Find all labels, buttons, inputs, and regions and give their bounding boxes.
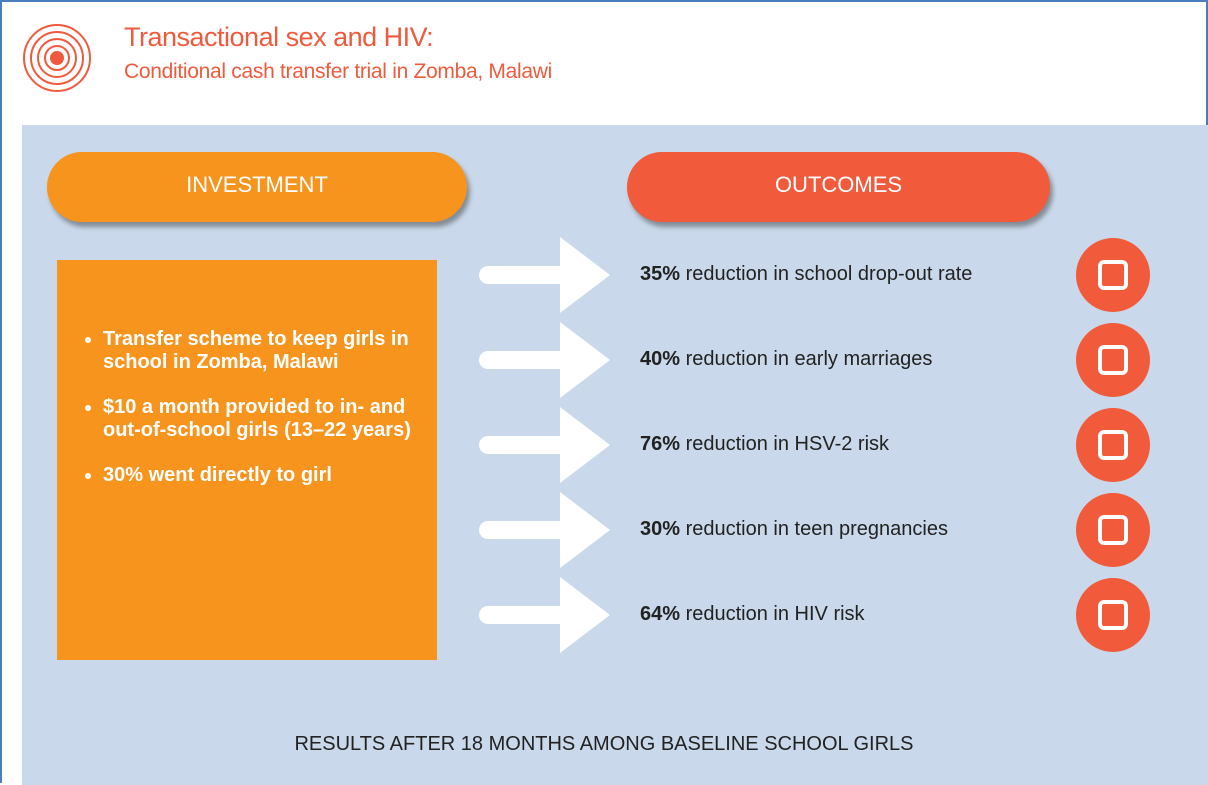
outcomes-label: OUTCOMES bbox=[627, 152, 1050, 222]
bullet: Transfer scheme to keep girls in school … bbox=[103, 328, 417, 374]
footer: RESULTS AFTER 18 MONTHS AMONG BASELINE S… bbox=[294, 733, 914, 755]
bullet: $10 a month provided to in- and out-of-s… bbox=[103, 396, 417, 442]
outcome: 40% reduction in early marriages bbox=[640, 348, 932, 371]
outcome-figure: 40% bbox=[640, 348, 681, 370]
outcome-figure: 76% bbox=[640, 433, 681, 455]
bullet: 30% went directly to girl bbox=[103, 464, 417, 487]
icon-glyph bbox=[1098, 430, 1128, 460]
icon-circle bbox=[1076, 323, 1150, 397]
icon-circle bbox=[1076, 578, 1150, 652]
icon-circle bbox=[1076, 408, 1150, 482]
outcome-text: reduction in school drop-out rate bbox=[680, 263, 973, 285]
outcome-figure: 35% bbox=[640, 263, 681, 285]
outcome-text: reduction in teen pregnancies bbox=[680, 518, 948, 540]
icon-circle bbox=[1076, 493, 1150, 567]
outcome-text: reduction in HIV risk bbox=[680, 603, 865, 625]
subtitle: Conditional cash transfer trial in Zomba… bbox=[124, 60, 552, 83]
investment-box: Transfer scheme to keep girls in school … bbox=[57, 260, 437, 660]
title: Transactional sex and HIV: bbox=[124, 22, 434, 52]
icons bbox=[1076, 238, 1150, 652]
outcome-text: reduction in HSV-2 risk bbox=[680, 433, 890, 455]
arrow bbox=[479, 237, 610, 313]
bullet-list: Transfer scheme to keep girls in school … bbox=[57, 260, 437, 487]
outcome-text: reduction in early marriages bbox=[680, 348, 933, 370]
arrows bbox=[479, 237, 610, 653]
outcome-figure: 30% bbox=[640, 518, 681, 540]
investment-label: INVESTMENT bbox=[47, 152, 467, 222]
arrow bbox=[479, 492, 610, 568]
outcome: 35% reduction in school drop-out rate bbox=[640, 263, 972, 286]
icon-glyph bbox=[1098, 600, 1128, 630]
icon-glyph bbox=[1098, 345, 1128, 375]
icon-glyph bbox=[1098, 515, 1128, 545]
icon-glyph bbox=[1098, 260, 1128, 290]
outcome-figure: 64% bbox=[640, 603, 681, 625]
arrow bbox=[479, 577, 610, 653]
arrow bbox=[479, 322, 610, 398]
logo bbox=[23, 24, 91, 92]
outcome: 64% reduction in HIV risk bbox=[640, 603, 865, 626]
arrow bbox=[479, 407, 610, 483]
outcome: 76% reduction in HSV-2 risk bbox=[640, 433, 889, 456]
icon-circle bbox=[1076, 238, 1150, 312]
outcome: 30% reduction in teen pregnancies bbox=[640, 518, 948, 541]
